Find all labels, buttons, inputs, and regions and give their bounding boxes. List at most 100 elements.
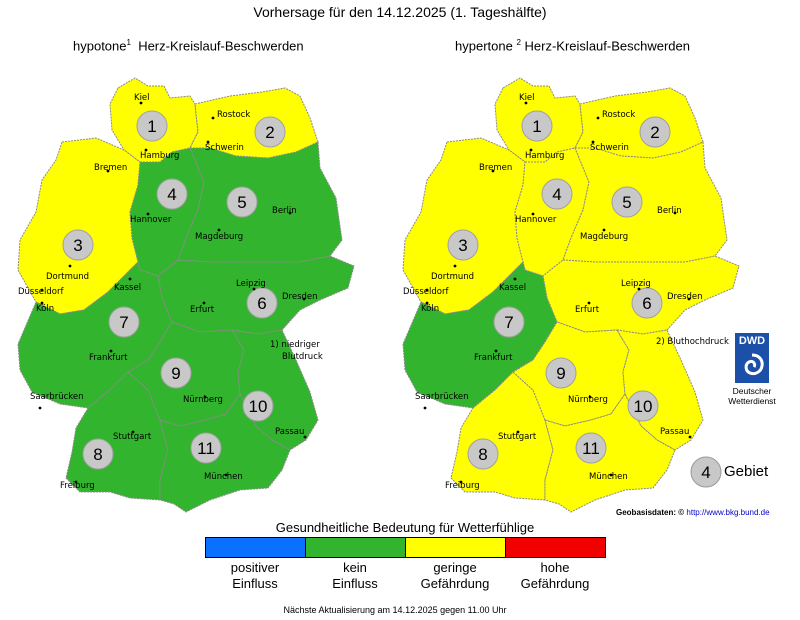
city-label: Frankfurt (89, 353, 128, 363)
city-label: Hamburg (525, 151, 564, 161)
city-label: Freiburg (445, 481, 480, 491)
legend-label: positiver Einfluss (205, 560, 305, 592)
city-label: Berlin (657, 206, 682, 216)
city-dot (687, 297, 691, 301)
legend-swatch (505, 537, 606, 558)
footnote-marker: 1 (126, 38, 131, 47)
city-dot (38, 406, 42, 410)
region-11 (159, 393, 291, 513)
geodata-label: Geobasisdaten: (616, 508, 677, 517)
city-label: Kassel (114, 283, 141, 293)
region-number: 6 (257, 294, 266, 313)
region-marker-3 (62, 229, 94, 261)
dwd-name-line: Wetterdienst (728, 396, 776, 406)
city-label: Schwerin (205, 143, 244, 153)
region-marker-5 (226, 186, 258, 218)
region-marker-8 (467, 438, 499, 470)
map-title-hypertone: hypertone 2 Herz-Kreislauf-Beschwerden (455, 38, 690, 53)
city-label: Passau (660, 427, 689, 437)
region-5 (177, 141, 343, 263)
city-dot (224, 473, 228, 477)
map-title-prefix: hypertone (455, 38, 513, 54)
city-dot (453, 264, 457, 268)
region-marker-11 (190, 432, 222, 464)
city-dot (423, 406, 427, 410)
region-number: 7 (504, 313, 513, 332)
region-number: 10 (249, 397, 268, 416)
city-dot (68, 264, 72, 268)
legend-swatch (405, 537, 506, 558)
city-label: Bremen (94, 163, 127, 173)
dwd-name: Deutscher Wetterdienst (712, 386, 792, 406)
region-number: 4 (167, 185, 176, 204)
region-number: 3 (73, 236, 82, 255)
city-dot (203, 395, 207, 399)
city-label: Passau (275, 427, 304, 437)
city-label: Saarbrücken (30, 392, 84, 402)
legend-label-line: positiver (230, 560, 280, 575)
city-label: Düsseldorf (18, 287, 64, 297)
region-marker-10 (627, 390, 659, 422)
region-number: 1 (532, 117, 541, 136)
region-number: 11 (582, 439, 600, 458)
city-dot (591, 140, 595, 144)
gebiet-label: Gebiet (724, 463, 769, 480)
legend-label-line: hohe (540, 560, 570, 575)
legend-label-line: Einfluss (332, 576, 378, 591)
region-number: 5 (237, 193, 246, 212)
city-dot (425, 288, 429, 292)
dwd-logo: DWD (735, 333, 769, 383)
region-marker-4 (541, 178, 573, 210)
city-dot (217, 228, 221, 232)
region-number: 10 (634, 397, 653, 416)
update-notice: Nächste Aktualisierung am 14.12.2025 geg… (283, 605, 507, 615)
city-dot (602, 228, 606, 232)
city-dot (516, 430, 520, 434)
region-marker-11 (575, 432, 607, 464)
map-hypotone: 1 2 3 4 5 6 7 8 9 10 11 Kiel Rostock Hamburg Schwerin B… (17, 77, 355, 513)
city-dot (288, 211, 292, 215)
dwd-logo-text: DWD (738, 335, 766, 347)
city-label: Bremen (479, 163, 512, 173)
region-number: 6 (642, 294, 651, 313)
city-dot (673, 211, 677, 215)
spiral-icon (744, 353, 764, 376)
city-label: Leipzig (236, 279, 266, 289)
copyright-icon: © (678, 508, 685, 517)
region-marker-1 (521, 110, 553, 142)
city-label: Kiel (519, 93, 535, 103)
city-dot (40, 301, 44, 305)
city-label: Saarbrücken (415, 392, 469, 402)
city-dot (609, 473, 613, 477)
city-label: Stuttgart (113, 432, 152, 442)
city-dot (529, 148, 533, 152)
city-dot (144, 148, 148, 152)
city-label: Hamburg (140, 151, 179, 161)
city-dot (524, 101, 528, 105)
region-number: 1 (147, 117, 156, 136)
footnote-hypotone: 1) niedriger Blutdruck (270, 339, 323, 363)
city-dot (491, 169, 495, 173)
city-label: Nürnberg (183, 395, 223, 405)
city-label: Magdeburg (195, 232, 243, 242)
city-label: München (589, 472, 628, 482)
gebiet-marker: 4 (690, 456, 722, 488)
region-marker-9 (160, 357, 192, 389)
legend-swatch (205, 537, 306, 558)
city-label: Rostock (217, 110, 250, 120)
legend-swatch (305, 537, 406, 558)
geodata-link[interactable]: http://www.bkg.bund.de (686, 508, 770, 517)
region-marker-6 (246, 287, 278, 319)
footnote-marker: 2 (516, 38, 521, 47)
city-label: Rostock (602, 110, 635, 120)
region-number: 8 (478, 445, 487, 464)
region-marker-8 (82, 438, 114, 470)
city-dot (109, 349, 113, 353)
region-marker-2 (639, 116, 671, 148)
region-marker-7 (493, 306, 525, 338)
city-dot (252, 287, 256, 291)
map-hypertone: 1 2 3 4 5 6 7 8 9 10 11 Kiel Rostock Hamburg Schwerin B… (402, 77, 740, 513)
city-label: Dresden (282, 292, 318, 302)
city-dot (303, 435, 307, 439)
city-label: Köln (421, 304, 439, 314)
